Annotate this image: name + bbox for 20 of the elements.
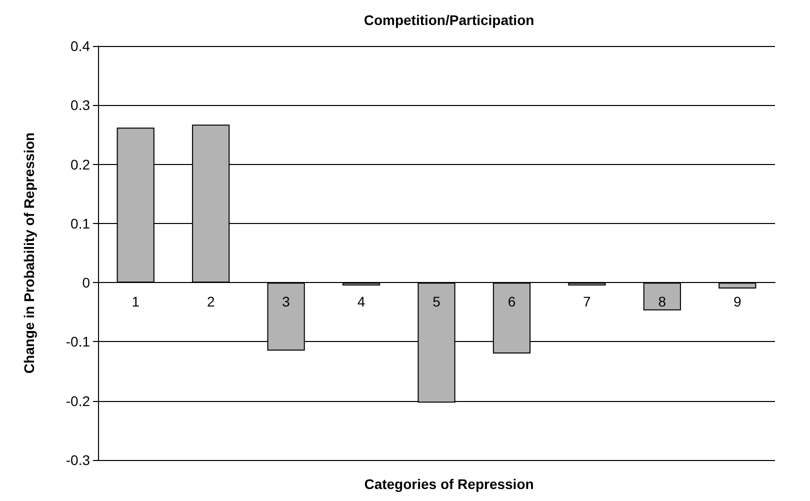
x-tick-label: 3 [282,294,290,310]
x-tick-label: 2 [206,294,215,310]
y-axis-title: Change in Probability of Repression [21,132,37,374]
x-tick-label: 1 [132,294,140,310]
y-tick-label: -0.2 [66,392,90,409]
y-tick-label: 0.1 [70,215,90,232]
x-tick-label: 9 [733,294,742,310]
x-tick-label: 5 [432,294,441,310]
x-tick-label: 6 [508,294,516,310]
x-tick-label: 4 [357,294,366,310]
y-tick-label: 0.2 [70,156,90,172]
x-axis-title: Categories of Repression [364,476,534,492]
y-tick-label: 0.3 [70,97,90,114]
x-tick-label: 8 [658,294,666,310]
y-tick-label: -0.1 [66,334,90,350]
y-tick-label: 0 [82,274,90,291]
y-tick-label: -0.3 [66,452,90,468]
chart-title: Competition/Participation [364,12,534,28]
y-tick-label: 0.4 [70,38,90,54]
x-tick-label: 7 [583,294,592,310]
